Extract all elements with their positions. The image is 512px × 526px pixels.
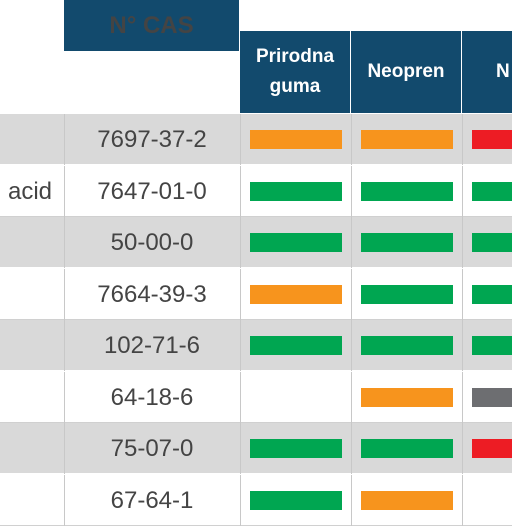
rating-bar-green bbox=[361, 336, 453, 355]
cell-divider bbox=[240, 474, 241, 526]
rating-bar-green bbox=[472, 336, 512, 355]
rating-bar-green bbox=[361, 439, 453, 458]
chemical-name bbox=[0, 320, 58, 371]
chemical-name bbox=[0, 114, 58, 165]
rating-bar-orange bbox=[250, 284, 342, 304]
cell-divider bbox=[64, 371, 65, 423]
chemical-name bbox=[0, 269, 58, 320]
rating-bar-green bbox=[472, 233, 512, 252]
table-row: 67-64-1 bbox=[0, 474, 512, 526]
table-row: 102-71-6 bbox=[0, 320, 512, 371]
table-row: 7664-39-3 bbox=[0, 268, 512, 320]
cell-divider bbox=[462, 474, 463, 526]
rating-bar-green bbox=[250, 181, 342, 201]
cas-number: 67-64-1 bbox=[110, 486, 194, 514]
cell-divider bbox=[462, 371, 463, 423]
cell-divider bbox=[64, 320, 65, 371]
cell-divider bbox=[351, 217, 352, 268]
cell-divider bbox=[240, 217, 241, 268]
header-cas: N° CAS bbox=[64, 0, 240, 51]
cell-divider bbox=[240, 165, 241, 217]
cas-number: 7664-39-3 bbox=[97, 280, 207, 308]
rating-bar-red bbox=[472, 439, 512, 458]
cas-number: 7647-01-0 bbox=[97, 177, 207, 205]
rating-bar-green bbox=[250, 490, 342, 510]
cell-divider bbox=[462, 114, 463, 165]
rating-bar-orange bbox=[361, 490, 453, 510]
header-natural-rubber: Prirodna guma bbox=[240, 31, 351, 113]
cell-divider bbox=[351, 165, 352, 217]
cas-number: 75-07-0 bbox=[110, 435, 194, 462]
cas-number: 50-00-0 bbox=[110, 229, 194, 256]
cell-divider bbox=[351, 320, 352, 371]
cell-divider bbox=[64, 474, 65, 526]
cell-divider bbox=[240, 268, 241, 320]
rating-bar-orange bbox=[250, 130, 342, 149]
table-row: acid 7647-01-0 bbox=[0, 165, 512, 217]
chemical-name bbox=[0, 217, 58, 268]
cell-divider bbox=[240, 320, 241, 371]
cell-divider bbox=[240, 371, 241, 423]
table-row: 50-00-0 bbox=[0, 217, 512, 268]
cell-divider bbox=[351, 423, 352, 474]
cell-divider bbox=[351, 474, 352, 526]
header-col3: N bbox=[462, 31, 512, 113]
rating-bar-green bbox=[361, 284, 453, 304]
cell-divider bbox=[64, 423, 65, 474]
rating-bar-green bbox=[250, 336, 342, 355]
chemical-name bbox=[0, 423, 58, 474]
rating-bar-green bbox=[472, 181, 512, 201]
cell-divider bbox=[240, 423, 241, 474]
cas-number: 102-71-6 bbox=[103, 332, 201, 359]
cell-divider bbox=[64, 217, 65, 268]
cell-divider bbox=[240, 114, 241, 165]
cell-divider bbox=[462, 165, 463, 217]
cell-divider bbox=[64, 114, 65, 165]
cell-divider bbox=[64, 268, 65, 320]
rating-bar-green bbox=[250, 439, 342, 458]
cell-divider bbox=[462, 268, 463, 320]
header-neoprene: Neopren bbox=[351, 31, 462, 113]
cell-divider bbox=[351, 114, 352, 165]
cas-number: 64-18-6 bbox=[110, 383, 194, 411]
cas-number: 7697-37-2 bbox=[97, 126, 207, 153]
table-row: 7697-37-2 bbox=[0, 114, 512, 165]
cell-divider bbox=[64, 165, 65, 217]
cell-divider bbox=[462, 217, 463, 268]
rating-bar-green bbox=[361, 233, 453, 252]
rating-bar-green bbox=[472, 284, 512, 304]
cell-divider bbox=[462, 423, 463, 474]
rating-bar-green bbox=[250, 233, 342, 252]
chemical-name bbox=[0, 372, 58, 423]
table-row: 64-18-6 bbox=[0, 371, 512, 423]
rating-bar-gray bbox=[472, 387, 512, 407]
chemical-name: acid bbox=[7, 177, 52, 205]
rating-bar-red bbox=[472, 130, 512, 149]
rating-bar-orange bbox=[361, 130, 453, 149]
rating-bar-green bbox=[361, 181, 453, 201]
chemical-name bbox=[0, 475, 58, 526]
cell-divider bbox=[351, 268, 352, 320]
table-row: 75-07-0 bbox=[0, 423, 512, 474]
cell-divider bbox=[351, 371, 352, 423]
cell-divider bbox=[462, 320, 463, 371]
rating-bar-orange bbox=[361, 387, 453, 407]
